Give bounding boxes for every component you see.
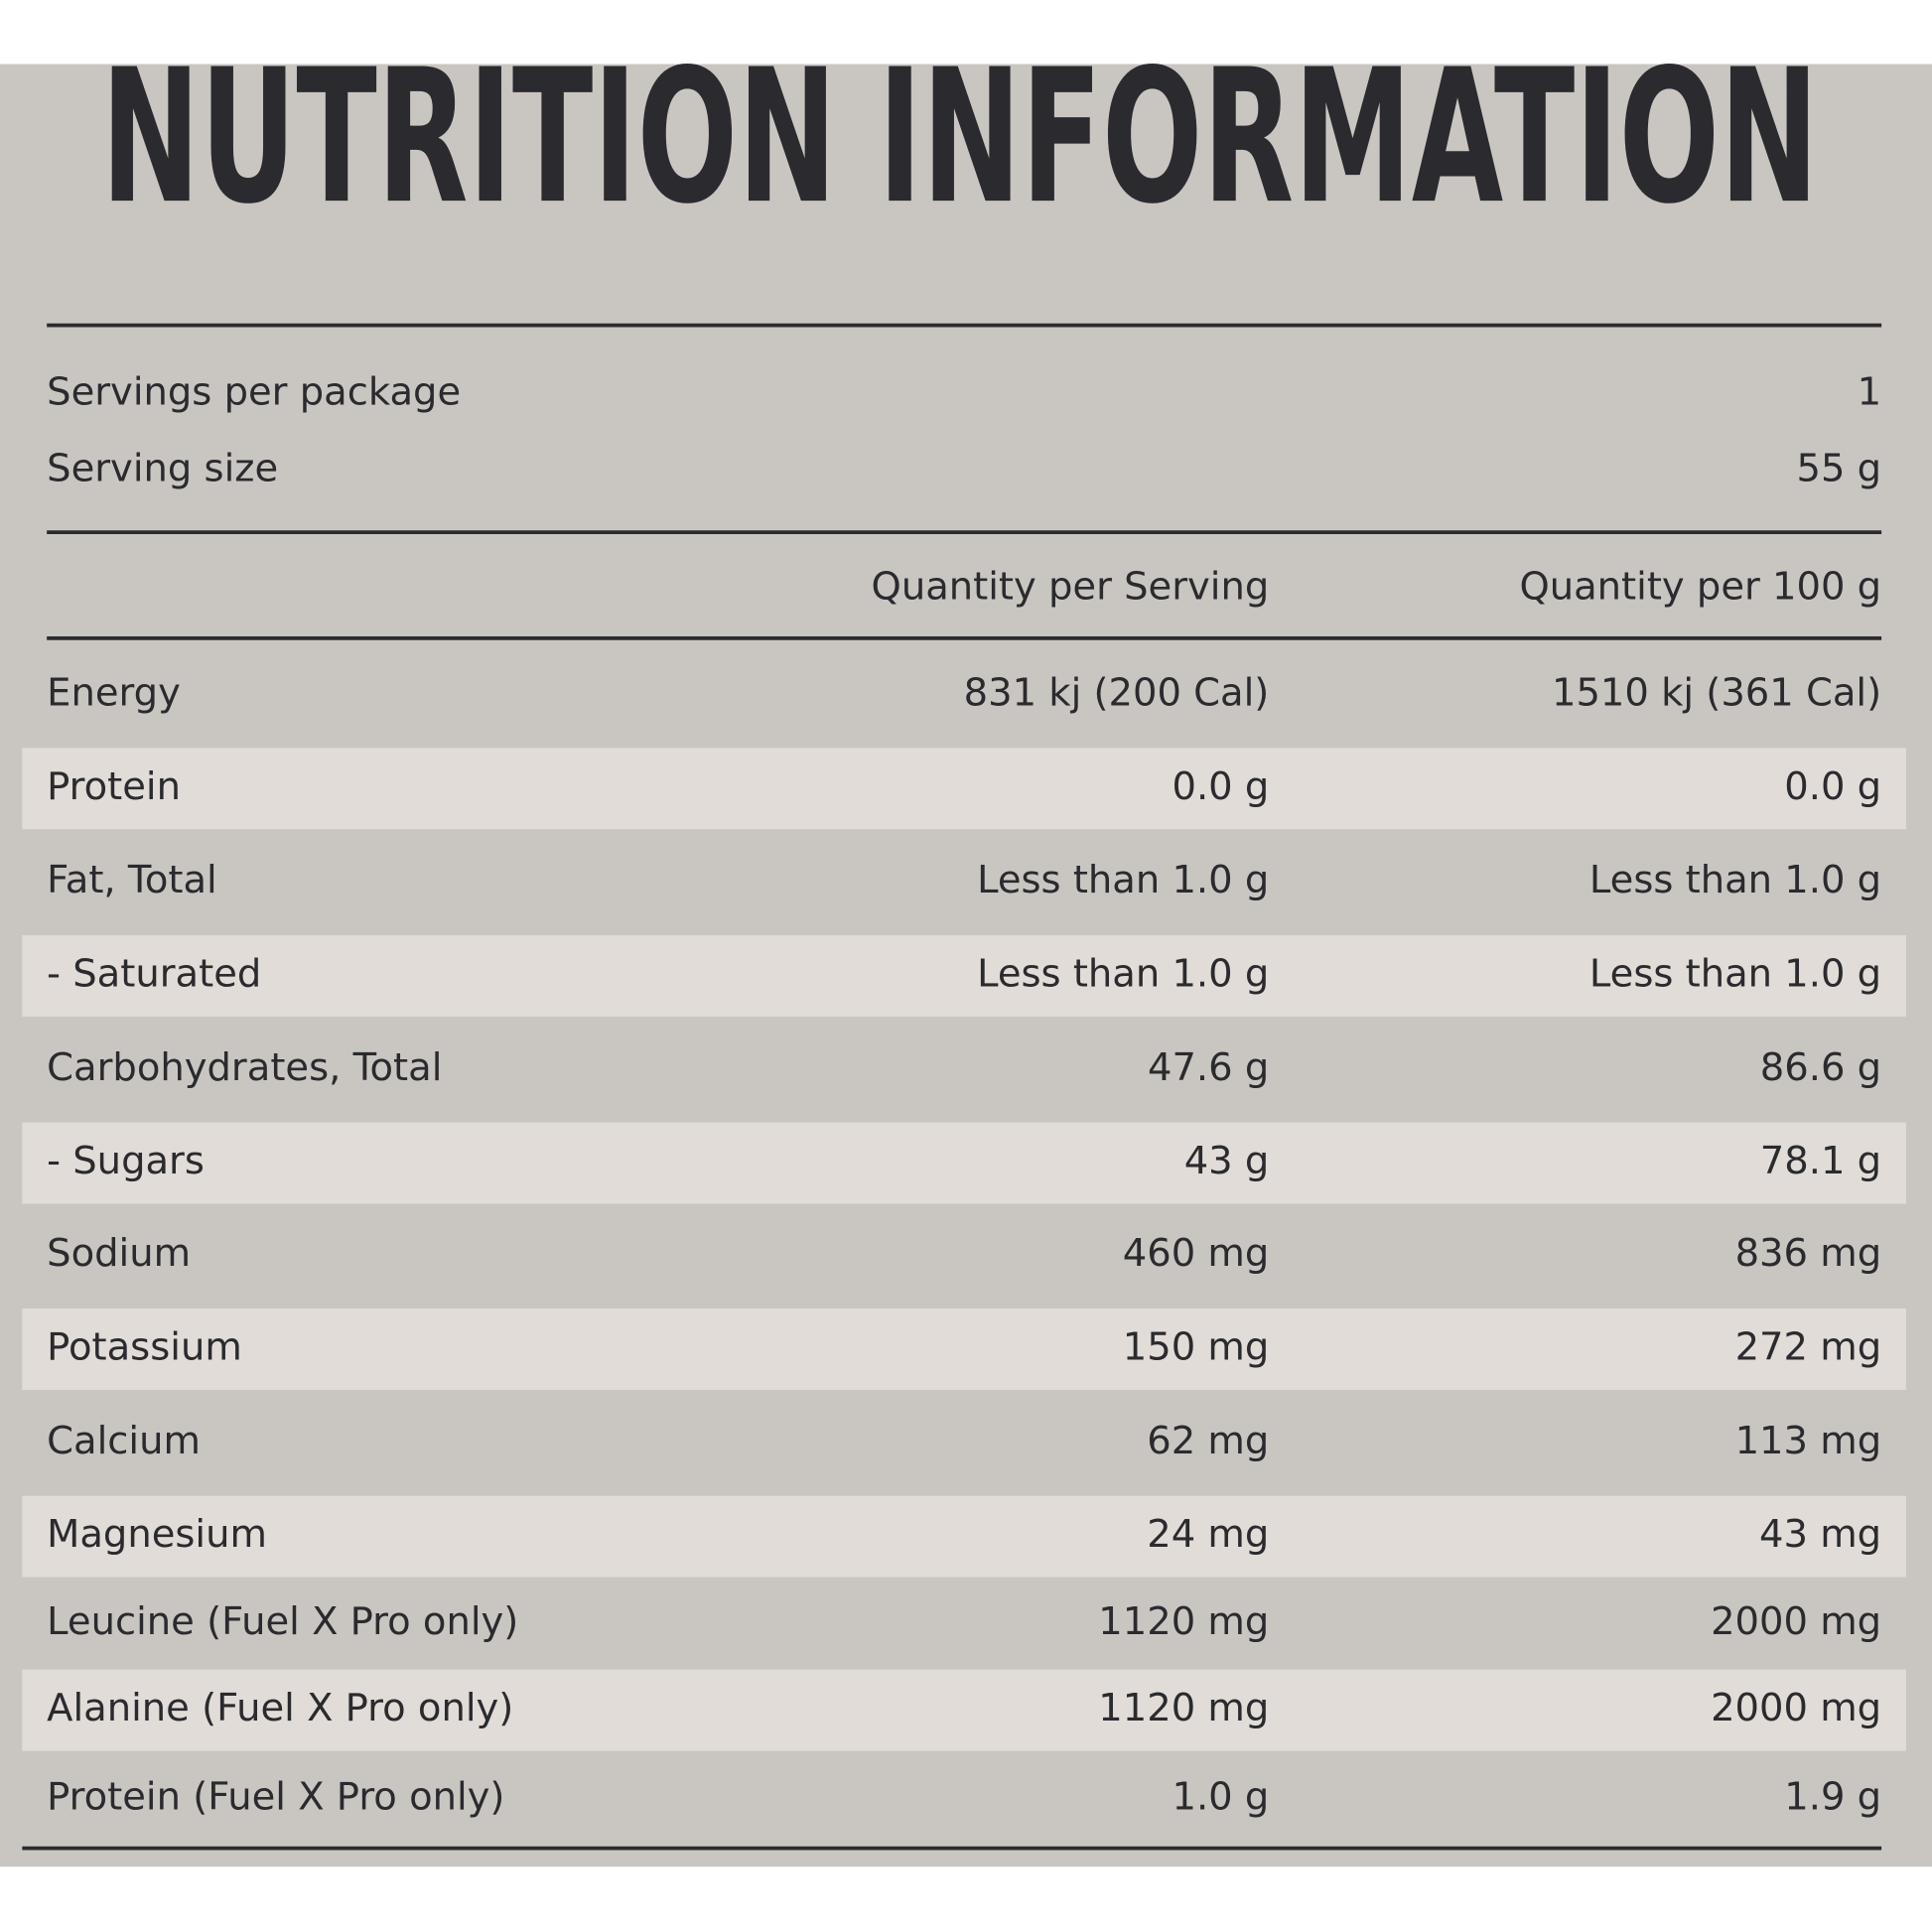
nutrient-label: Leucine (Fuel X Pro only) bbox=[47, 1599, 518, 1644]
row-band bbox=[22, 1122, 1906, 1204]
nutrient-label: Potassium bbox=[47, 1324, 242, 1369]
per-100g: 836 mg bbox=[1735, 1231, 1882, 1276]
serving-label: Servings per package bbox=[47, 370, 461, 415]
row-band bbox=[22, 1669, 1906, 1751]
per-serving: 1.0 g bbox=[1172, 1774, 1269, 1819]
row-band bbox=[22, 1495, 1906, 1578]
per-serving: 1120 mg bbox=[1098, 1599, 1269, 1644]
nutrient-label: Alanine (Fuel X Pro only) bbox=[47, 1686, 513, 1730]
per-serving: 43 g bbox=[1184, 1139, 1270, 1183]
per-serving: Less than 1.0 g bbox=[977, 858, 1269, 902]
nutrient-label: Energy bbox=[47, 670, 181, 715]
per-serving: 150 mg bbox=[1123, 1324, 1270, 1369]
row-band bbox=[22, 1309, 1906, 1390]
per-serving: 62 mg bbox=[1147, 1419, 1269, 1463]
per-100g: Less than 1.0 g bbox=[1589, 951, 1881, 996]
serving-label: Serving size bbox=[47, 447, 278, 491]
per-100g: 1510 kj (361 Cal) bbox=[1552, 670, 1881, 715]
nutrient-label: Protein (Fuel X Pro only) bbox=[47, 1774, 504, 1819]
per-100g: Less than 1.0 g bbox=[1589, 858, 1881, 902]
per-serving: 460 mg bbox=[1123, 1231, 1270, 1276]
per-serving: 47.6 g bbox=[1148, 1045, 1269, 1090]
row-band bbox=[22, 748, 1906, 830]
nutrient-label: Carbohydrates, Total bbox=[47, 1045, 442, 1090]
serving-value: 55 g bbox=[1797, 447, 1882, 491]
per-100g: 78.1 g bbox=[1760, 1139, 1881, 1183]
per-100g: 272 mg bbox=[1735, 1324, 1882, 1369]
per-100g: 1.9 g bbox=[1784, 1774, 1881, 1819]
per-serving: 831 kj (200 Cal) bbox=[964, 670, 1270, 715]
nutrient-label: - Saturated bbox=[47, 951, 261, 996]
nutrient-label: Fat, Total bbox=[47, 858, 217, 902]
per-serving: 24 mg bbox=[1147, 1512, 1269, 1557]
row-band bbox=[22, 934, 1906, 1017]
nutrient-label: Sodium bbox=[47, 1231, 191, 1276]
per-serving: 0.0 g bbox=[1172, 764, 1269, 809]
per-100g: 2000 mg bbox=[1711, 1686, 1881, 1730]
nutrient-label: Magnesium bbox=[47, 1512, 267, 1557]
nutrient-label: - Sugars bbox=[47, 1139, 205, 1183]
per-100g: 113 mg bbox=[1735, 1419, 1882, 1463]
per-serving: 1120 mg bbox=[1098, 1686, 1269, 1730]
per-100g: 86.6 g bbox=[1760, 1045, 1881, 1090]
nutrient-label: Protein bbox=[47, 764, 181, 809]
per-100g: 0.0 g bbox=[1784, 764, 1881, 809]
serving-value: 1 bbox=[1858, 370, 1881, 415]
per-100g: 43 mg bbox=[1759, 1512, 1881, 1557]
title: NUTRITION INFORMATION bbox=[101, 29, 1819, 244]
per-100g: 2000 mg bbox=[1711, 1599, 1881, 1644]
per-serving: Less than 1.0 g bbox=[977, 951, 1269, 996]
nutrient-label: Calcium bbox=[47, 1419, 201, 1463]
column-header: Quantity per Serving bbox=[872, 565, 1270, 610]
column-header: Quantity per 100 g bbox=[1519, 565, 1881, 610]
